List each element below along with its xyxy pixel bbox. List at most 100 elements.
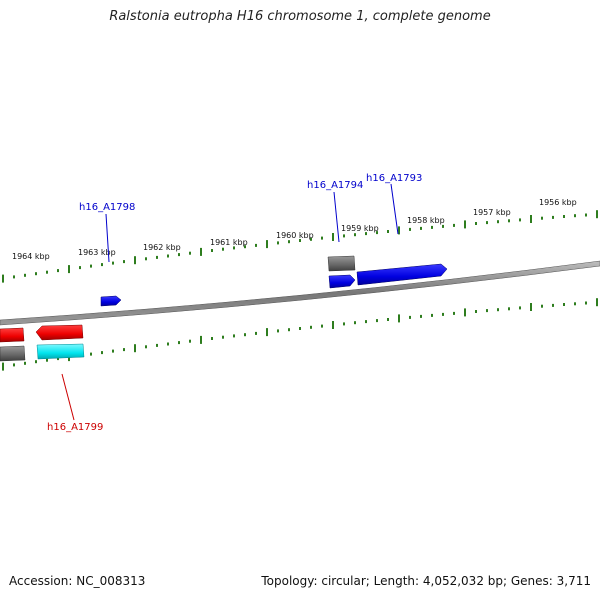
- gene-arrow-h16-A1793[interactable]: [356, 263, 448, 286]
- gene-arrow-h16-A1794[interactable]: [328, 274, 356, 289]
- scale-labels: 1964 kbp 1963 kbp 1962 kbp 1961 kbp 1960…: [12, 198, 577, 261]
- leader-line: [105, 213, 110, 263]
- outer-scale-minor-tick: [486, 221, 488, 225]
- inner-scale-minor-tick: [574, 302, 576, 306]
- accession-text: Accession: NC_008313: [9, 574, 146, 588]
- outer-scale-minor-tick: [475, 222, 477, 225]
- outer-scale-minor-tick: [255, 243, 257, 247]
- outer-scale-minor-tick: [46, 270, 48, 274]
- outer-scale-minor-tick: [376, 231, 378, 235]
- outer-scale-minor-tick: [519, 218, 521, 222]
- inner-scale-minor-tick: [101, 351, 103, 355]
- inner-scale-minor-tick: [233, 334, 235, 338]
- gene-label-h16-A1798[interactable]: h16_A1798: [79, 202, 135, 213]
- inner-scale-minor-tick: [508, 307, 510, 311]
- inner-scale-minor-tick: [167, 342, 169, 346]
- scale-label-1960: 1960 kbp: [276, 231, 314, 240]
- outer-scale-minor-tick: [112, 261, 114, 265]
- outer-scale-minor-tick: [453, 223, 455, 227]
- gene-label-group-h16-A1793[interactable]: h16_A1793: [366, 173, 422, 235]
- inner-scale-minor-tick: [255, 331, 257, 335]
- outer-scale-major-tick: [2, 274, 4, 283]
- gene-block-red-left[interactable]: [0, 327, 25, 343]
- outer-scale-minor-tick: [189, 251, 191, 255]
- gene-arrow-h16-A1799[interactable]: [35, 324, 84, 341]
- inner-scale-ticks: [2, 298, 598, 371]
- outer-scale-major-tick: [530, 215, 532, 223]
- scale-label-1963: 1963 kbp: [78, 248, 116, 257]
- outer-scale-minor-tick: [552, 215, 554, 219]
- inner-scale-minor-tick: [299, 327, 301, 330]
- outer-scale-minor-tick: [354, 233, 356, 237]
- inner-scale-minor-tick: [156, 343, 158, 347]
- outer-scale-minor-tick: [409, 227, 411, 231]
- outer-scale-minor-tick: [13, 275, 15, 279]
- inner-scale-minor-tick: [552, 303, 554, 307]
- inner-scale-minor-tick: [189, 339, 191, 343]
- inner-scale-minor-tick: [277, 329, 279, 333]
- outer-scale-minor-tick: [508, 219, 510, 223]
- feature-block-gray-outer[interactable]: [327, 255, 356, 272]
- inner-scale-minor-tick: [431, 313, 433, 317]
- outer-scale-minor-tick: [563, 215, 565, 218]
- inner-scale-minor-tick: [486, 309, 488, 313]
- scale-label-1961: 1961 kbp: [210, 238, 248, 247]
- inner-scale-minor-tick: [178, 341, 180, 345]
- outer-scale-minor-tick: [244, 245, 246, 249]
- outer-scale-minor-tick: [178, 253, 180, 257]
- outer-scale-minor-tick: [167, 254, 169, 258]
- inner-scale-minor-tick: [13, 363, 15, 367]
- inner-scale-major-tick: [2, 362, 4, 371]
- outer-scale-minor-tick: [145, 257, 147, 261]
- feature-block-gray-inner[interactable]: [0, 345, 26, 362]
- inner-scale-minor-tick: [343, 322, 345, 326]
- inner-scale-minor-tick: [420, 314, 422, 318]
- outer-scale-minor-tick: [321, 236, 323, 240]
- chromosome-backbone: [0, 260, 600, 326]
- inner-scale-major-tick: [200, 335, 202, 344]
- feature-block-cyan[interactable]: [36, 343, 85, 360]
- inner-scale-minor-tick: [541, 304, 543, 308]
- outer-scale-minor-tick: [35, 272, 37, 276]
- outer-scale-major-tick: [200, 247, 202, 256]
- outer-scale-major-tick: [464, 220, 466, 229]
- gene-label-h16-A1793[interactable]: h16_A1793: [366, 173, 422, 184]
- outer-scale-major-tick: [596, 210, 598, 219]
- inner-scale-minor-tick: [453, 311, 455, 315]
- scale-label-1959: 1959 kbp: [341, 224, 379, 233]
- outer-scale-minor-tick: [343, 234, 345, 238]
- inner-scale-minor-tick: [24, 361, 26, 365]
- outer-scale-minor-tick: [101, 263, 103, 267]
- scale-label-1962: 1962 kbp: [143, 243, 181, 252]
- gene-label-group-h16-A1794[interactable]: h16_A1794: [307, 180, 363, 243]
- inner-scale-minor-tick: [585, 301, 587, 305]
- outer-scale-major-tick: [68, 265, 70, 274]
- outer-scale-minor-tick: [541, 216, 543, 220]
- outer-scale-minor-tick: [277, 241, 279, 245]
- gene-label-group-h16-A1798[interactable]: h16_A1798: [79, 202, 135, 263]
- outer-scale-minor-tick: [442, 224, 444, 228]
- gene-label-h16-A1799[interactable]: h16_A1799: [47, 422, 103, 433]
- gene-arrow-h16-A1798[interactable]: [100, 295, 122, 307]
- inner-scale-minor-tick: [310, 325, 312, 329]
- inner-scale-major-tick: [464, 308, 466, 317]
- gene-label-group-h16-A1799[interactable]: h16_A1799: [47, 373, 103, 433]
- inner-scale-minor-tick: [211, 337, 213, 340]
- outer-scale-minor-tick: [156, 255, 158, 259]
- outer-scale-ticks: [2, 210, 598, 283]
- outer-scale-major-tick: [398, 226, 400, 235]
- inner-scale-major-tick: [530, 303, 532, 311]
- scale-label-1958: 1958 kbp: [407, 216, 445, 225]
- inner-scale-major-tick: [398, 314, 400, 323]
- gene-label-h16-A1794[interactable]: h16_A1794: [307, 180, 363, 191]
- inner-scale-major-tick: [596, 298, 598, 307]
- outer-scale-major-tick: [266, 240, 268, 249]
- inner-scale-minor-tick: [222, 335, 224, 339]
- outer-scale-major-tick: [332, 233, 334, 241]
- inner-scale-minor-tick: [497, 308, 499, 312]
- outer-scale-minor-tick: [365, 232, 367, 236]
- inner-scale-minor-tick: [519, 306, 521, 310]
- outer-scale-minor-tick: [288, 240, 290, 244]
- inner-scale-minor-tick: [442, 312, 444, 316]
